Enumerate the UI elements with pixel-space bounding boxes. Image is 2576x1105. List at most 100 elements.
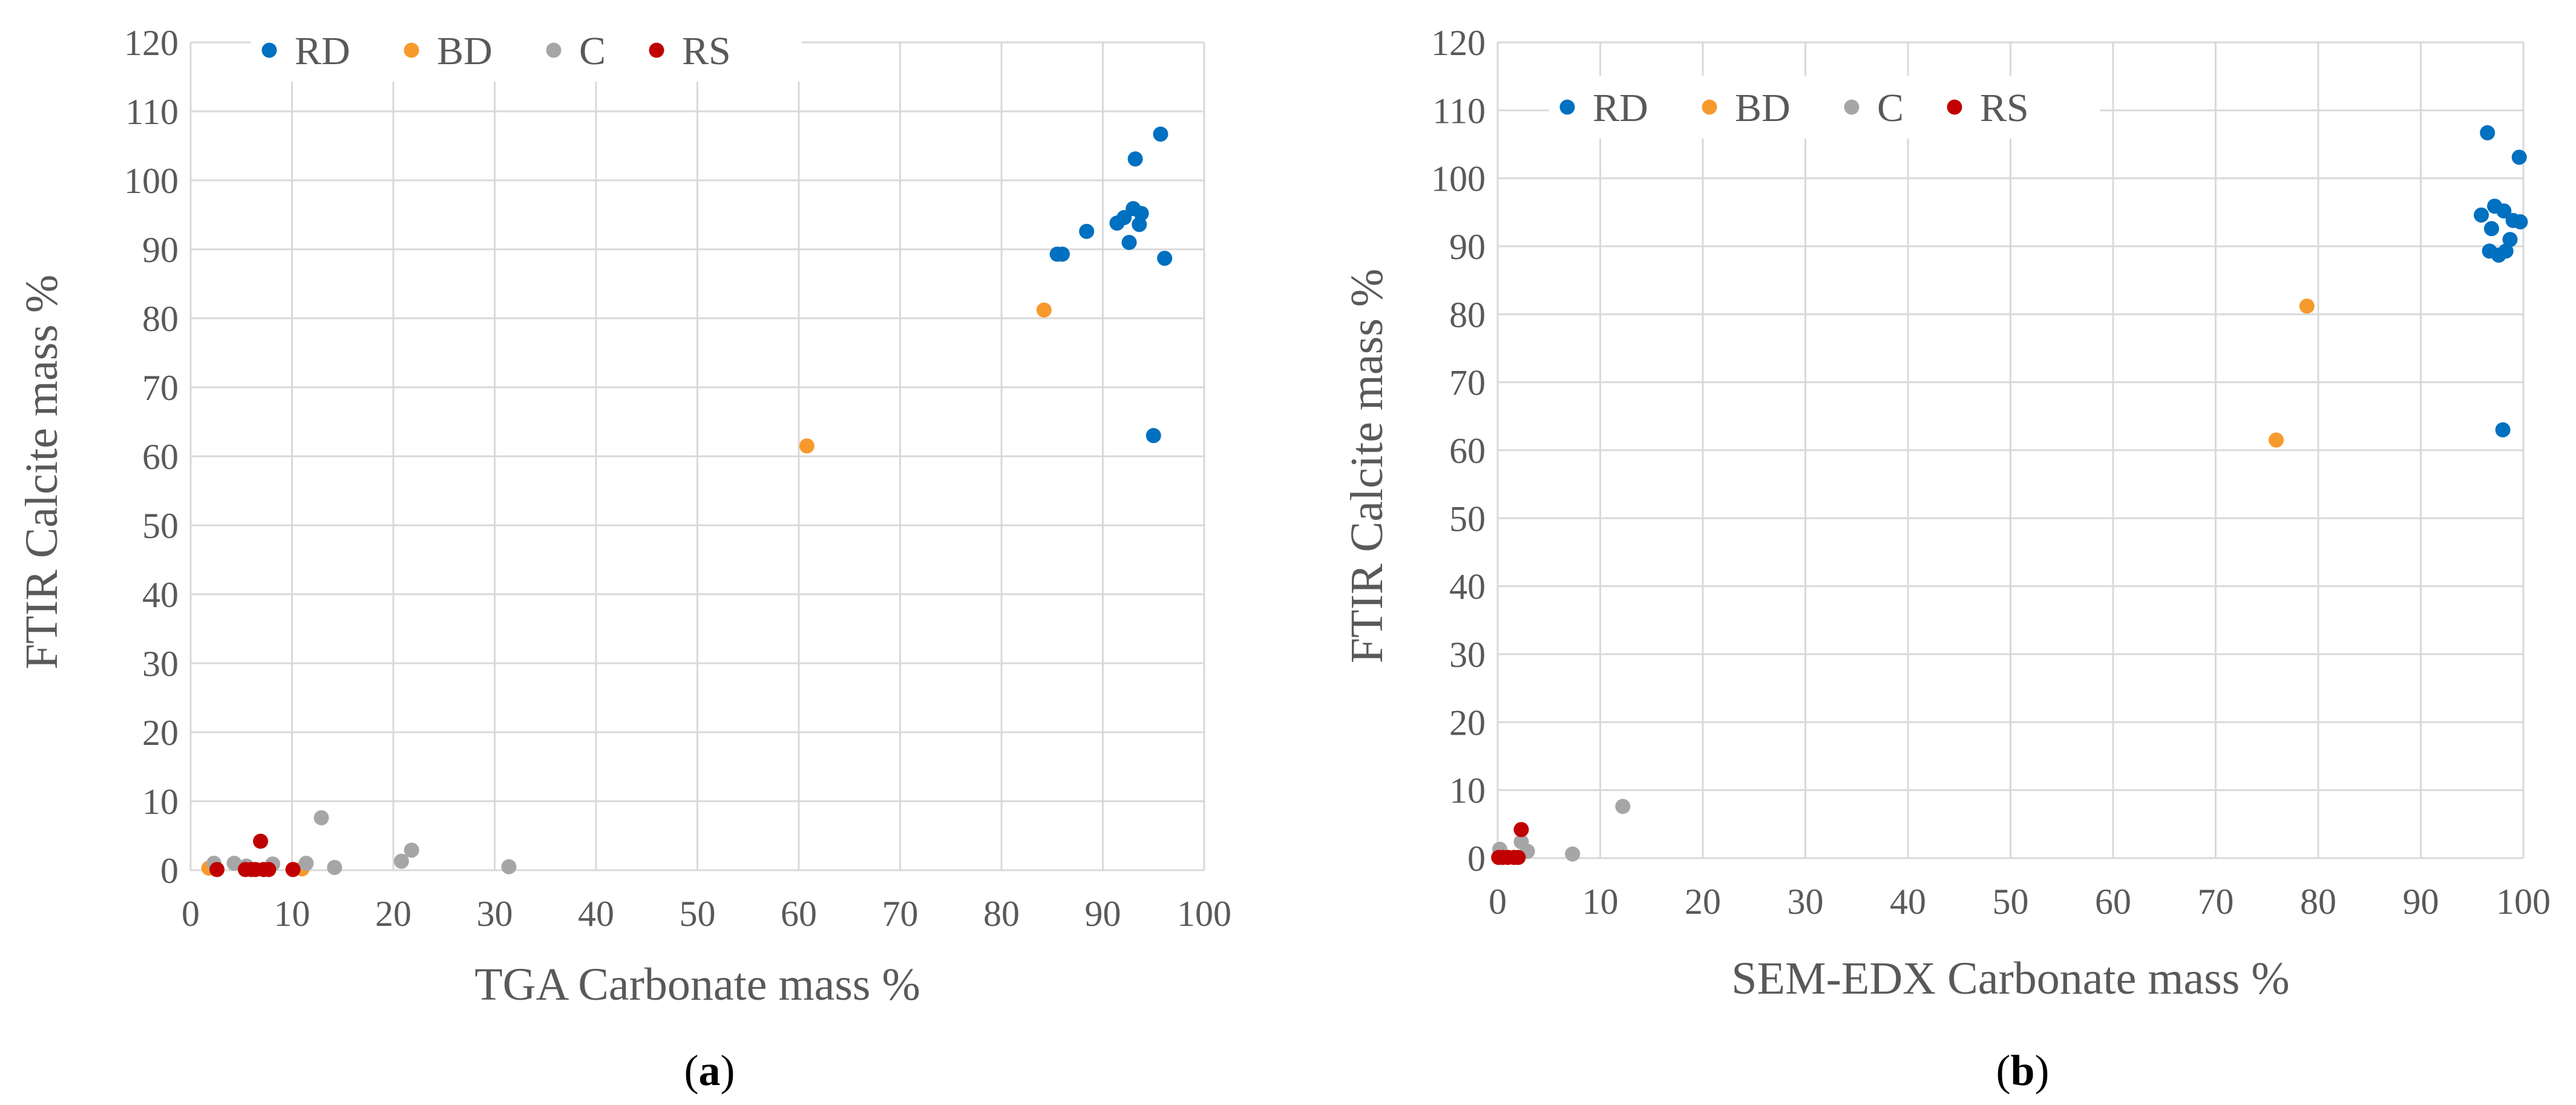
legend-label-c: C <box>579 29 606 73</box>
data-point-rd <box>2512 214 2528 230</box>
data-point-rd <box>2474 207 2489 223</box>
data-point-rd <box>1121 235 1137 251</box>
data-point-rd <box>1153 126 1168 142</box>
caption-close-paren: ) <box>2035 1046 2050 1095</box>
y-tick-label: 110 <box>125 92 179 132</box>
data-point-c <box>404 842 419 858</box>
x-tick-label: 100 <box>1177 894 1231 934</box>
y-tick-label: 60 <box>142 437 179 477</box>
data-point-bd <box>799 438 814 454</box>
data-point-rs <box>1510 850 1526 865</box>
legend-marker-c <box>546 42 562 58</box>
legend-label-bd: BD <box>437 29 493 73</box>
x-tick-label: 20 <box>1685 882 1721 922</box>
caption-open-paren: ( <box>1996 1046 2010 1095</box>
series-rs <box>209 833 301 877</box>
y-axis-title: FTIR Calcite mass % <box>1342 269 1392 663</box>
y-tick-label: 10 <box>142 782 179 822</box>
y-tick-label: 100 <box>1431 159 1486 199</box>
y-tick-label: 110 <box>1432 91 1486 131</box>
data-point-rd <box>2495 422 2511 438</box>
data-point-rd <box>2483 221 2499 237</box>
legend-label-bd: BD <box>1735 86 1791 130</box>
data-point-rd <box>2496 203 2512 219</box>
caption-open-paren: ( <box>684 1046 699 1095</box>
x-tick-label: 90 <box>1085 894 1121 934</box>
legend-label-c: C <box>1877 86 1904 130</box>
x-tick-label: 50 <box>680 894 716 934</box>
legend-marker-rs <box>1947 99 1962 115</box>
data-point-rs <box>261 862 277 877</box>
y-tick-label: 70 <box>142 368 179 408</box>
data-point-bd <box>1036 302 1052 318</box>
data-point-rd <box>1127 151 1143 167</box>
data-point-c <box>298 856 314 871</box>
data-point-rs <box>253 833 269 849</box>
legend-marker-rs <box>649 42 664 58</box>
y-tick-label: 30 <box>142 644 179 684</box>
data-point-c <box>393 853 409 869</box>
x-tick-label: 10 <box>274 894 310 934</box>
y-tick-label: 20 <box>1449 703 1486 743</box>
data-point-rd <box>1145 428 1161 444</box>
legend-label-rd: RD <box>295 29 350 73</box>
data-point-c <box>226 856 242 871</box>
x-tick-label: 0 <box>182 894 200 934</box>
legend: RD BD C RS <box>251 19 802 82</box>
x-tick-label: 10 <box>1582 882 1619 922</box>
y-tick-label: 20 <box>142 713 179 753</box>
x-axis-title: TGA Carbonate mass % <box>474 959 920 1010</box>
data-point-rd <box>1055 246 1070 262</box>
legend-label-rs: RS <box>1980 86 2029 130</box>
legend-label-rd: RD <box>1593 86 1648 130</box>
x-tick-label: 80 <box>983 894 1020 934</box>
y-tick-label: 40 <box>142 575 179 615</box>
chart-panel-b: 0 10 20 30 40 50 60 70 80 90 100 110 120 0 10 20 30 40 50 6… <box>1342 23 2551 1095</box>
panel-caption: (a) <box>684 1046 735 1095</box>
y-tick-label: 100 <box>124 161 179 201</box>
y-tick-label: 120 <box>1431 23 1486 63</box>
data-point-c <box>501 859 517 874</box>
x-tick-label: 40 <box>1890 882 1926 922</box>
legend-background <box>251 19 802 82</box>
data-point-c <box>1615 799 1631 815</box>
legend-marker-bd <box>1702 99 1717 115</box>
legend-marker-c <box>1844 99 1860 115</box>
y-tick-label: 30 <box>1449 635 1486 675</box>
y-tick-label: 90 <box>142 230 179 270</box>
data-point-rs <box>1513 822 1529 838</box>
y-tick-label: 70 <box>1449 363 1486 403</box>
x-tick-label: 0 <box>1489 882 1507 922</box>
y-tick-label: 80 <box>1449 295 1486 335</box>
data-point-rs <box>209 862 225 877</box>
y-tick-label: 10 <box>1449 771 1486 811</box>
series-rd <box>1049 126 1173 444</box>
y-tick-label: 80 <box>142 299 179 339</box>
series-rd <box>2474 125 2528 438</box>
x-tick-label: 40 <box>578 894 614 934</box>
legend-marker-bd <box>404 42 419 58</box>
legend-background <box>1549 76 2100 139</box>
data-point-c <box>313 810 329 825</box>
data-point-bd <box>2269 432 2284 448</box>
panel-caption: (b) <box>1996 1046 2049 1095</box>
data-point-rs <box>285 862 301 877</box>
x-tick-label: 30 <box>477 894 513 934</box>
data-point-rd <box>2511 149 2527 165</box>
x-tick-label: 20 <box>375 894 411 934</box>
series-bd <box>2269 298 2315 448</box>
data-point-c <box>1565 846 1581 862</box>
y-tick-label: 50 <box>1449 499 1486 539</box>
x-tick-label: 90 <box>2403 882 2439 922</box>
x-tick-label: 60 <box>2095 882 2131 922</box>
y-tick-label: 0 <box>1467 839 1486 879</box>
data-point-rd <box>1079 223 1095 239</box>
y-tick-label: 120 <box>124 23 179 63</box>
x-tick-label: 100 <box>2496 882 2551 922</box>
x-tick-label: 60 <box>781 894 817 934</box>
x-tick-label: 80 <box>2300 882 2336 922</box>
legend-marker-rd <box>1559 99 1575 115</box>
legend-label-rs: RS <box>682 29 731 73</box>
x-axis-title: SEM-EDX Carbonate mass % <box>1731 953 2289 1004</box>
